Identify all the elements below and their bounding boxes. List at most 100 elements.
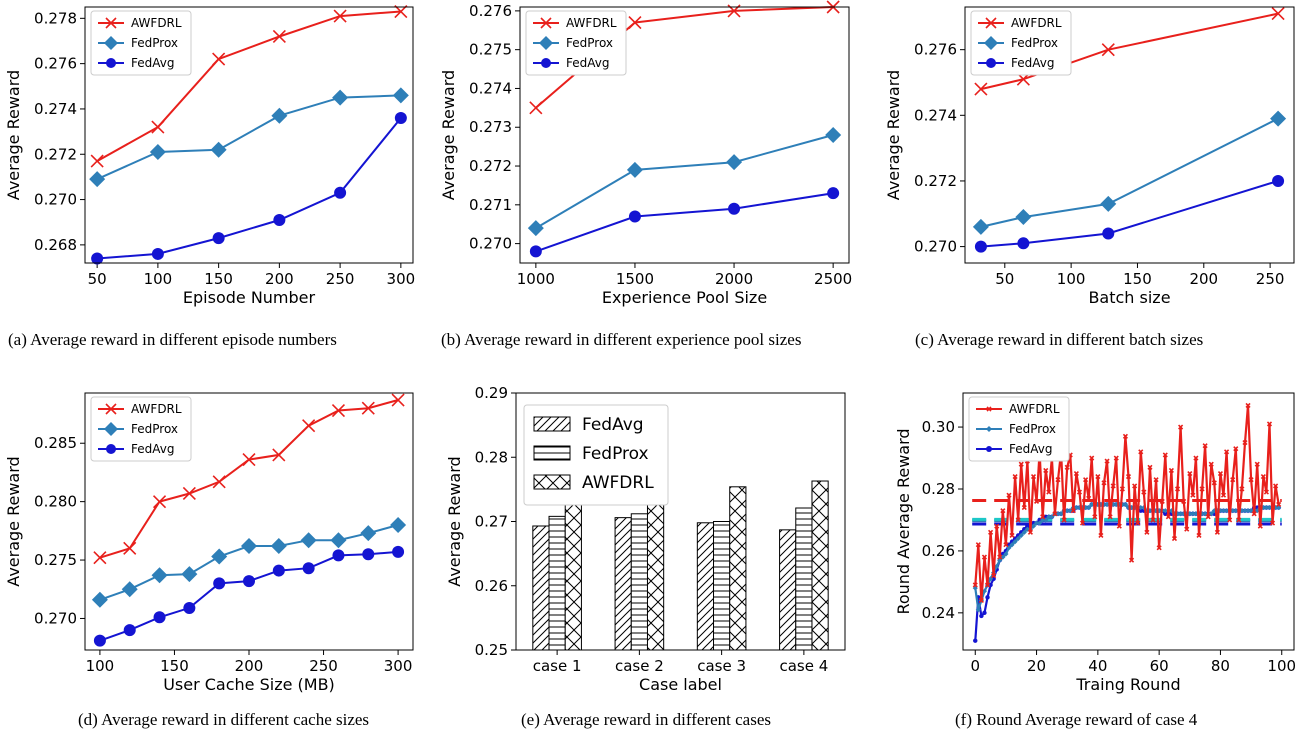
legend-label: FedAvg — [131, 442, 174, 456]
data-point-awfdrl — [1224, 449, 1230, 455]
series-line-fedavg — [980, 179, 1279, 248]
data-point-awfdrl — [1003, 542, 1009, 548]
data-point-fedprox — [1119, 501, 1125, 508]
x-axis-label: Batch size — [1088, 288, 1170, 307]
x-axis-label: User Cache Size (MB) — [163, 675, 335, 694]
data-point-awfdrl — [1245, 402, 1251, 408]
data-point-awfdrl — [1009, 532, 1015, 538]
x-tick-label: 100 — [144, 270, 173, 288]
data-point-awfdrl — [994, 523, 1000, 529]
data-point-awfdrl — [1135, 520, 1141, 526]
data-point-fedprox — [1018, 532, 1024, 539]
data-point-fedprox — [726, 154, 743, 171]
data-point-awfdrl — [1033, 498, 1040, 504]
data-point-awfdrl — [1174, 486, 1181, 492]
data-point-awfdrl — [1187, 470, 1193, 477]
data-point-fedprox — [1220, 508, 1227, 514]
data-point-awfdrl — [1147, 464, 1153, 470]
legend-label: FedAvg — [566, 56, 609, 70]
x-tick-label: 300 — [387, 270, 416, 288]
legend-marker-fedavg — [106, 444, 116, 454]
data-point-awfdrl — [1046, 489, 1052, 495]
data-point-awfdrl — [272, 29, 286, 44]
data-point-awfdrl — [1076, 489, 1083, 495]
data-point-awfdrl — [1273, 483, 1279, 489]
y-tick-label: 0.274 — [914, 106, 957, 124]
data-point-fedprox — [1089, 501, 1095, 508]
data-point-awfdrl — [272, 448, 286, 462]
data-point-fedprox — [1049, 514, 1055, 520]
data-point-awfdrl — [1086, 495, 1092, 501]
data-point-fedavg — [394, 112, 407, 125]
x-tick-label: case 4 — [779, 657, 828, 675]
data-point-awfdrl — [1015, 517, 1021, 523]
data-point-awfdrl — [1171, 535, 1178, 542]
data-point-awfdrl — [1012, 474, 1018, 480]
y-tick-label: 0.270 — [34, 191, 77, 209]
data-point-fedprox — [1125, 504, 1132, 511]
data-point-awfdrl — [1083, 477, 1089, 483]
data-point-fedavg — [1272, 174, 1285, 187]
data-point-fedprox — [1273, 504, 1279, 511]
data-point-awfdrl — [331, 403, 346, 418]
plot-frame — [515, 392, 846, 651]
data-point-fedprox — [1033, 520, 1040, 526]
series-line-fedavg — [97, 117, 402, 260]
x-axis-label: Traing Round — [1075, 675, 1180, 694]
legend-label: AWFDRL — [1009, 402, 1060, 416]
series-line-fedprox — [535, 134, 834, 229]
bar-fedprox-4-hatch — [795, 507, 813, 651]
data-point-awfdrl — [1196, 532, 1202, 538]
data-point-awfdrl — [182, 486, 196, 501]
caption: (f) Round Average reward of case 4 — [955, 710, 1198, 729]
series-line-fedprox — [96, 94, 401, 181]
data-point-fedavg — [273, 213, 286, 226]
legend-marker-awfdrl — [105, 17, 117, 29]
data-point-fedprox — [972, 218, 989, 235]
bar-fedavg-1-hatch — [532, 525, 550, 651]
y-tick-label: 0.28 — [922, 480, 955, 498]
series-line-fedavg — [99, 550, 399, 642]
plot-frame — [962, 392, 1295, 651]
data-point-awfdrl — [1159, 498, 1165, 504]
data-point-awfdrl — [1239, 486, 1245, 492]
data-point-awfdrl — [1220, 492, 1227, 498]
data-point-fedavg — [183, 601, 196, 614]
data-point-awfdrl — [1110, 483, 1116, 489]
y-axis-label: Average Reward — [4, 456, 23, 586]
data-point-fedprox — [527, 220, 544, 237]
plot-frame — [84, 392, 414, 651]
data-point-fedprox — [1006, 545, 1012, 551]
data-point-awfdrl — [628, 15, 642, 30]
data-point-fedprox — [360, 525, 377, 542]
data-point-fedavg — [243, 575, 255, 588]
legend-label: AWFDRL — [131, 16, 182, 30]
data-point-fedprox — [1113, 501, 1119, 508]
data-point-awfdrl — [1122, 433, 1129, 439]
x-tick-label: 0 — [970, 657, 980, 675]
data-point-awfdrl — [302, 419, 316, 433]
chart-panel-d: 100 150 200 250 300 0.270 0.275 0.280 0.285 User … — [4, 392, 414, 729]
data-point-fedavg — [212, 232, 225, 245]
data-point-awfdrl — [1217, 470, 1224, 477]
data-point-awfdrl — [1214, 529, 1220, 535]
legend-marker-fedavg — [986, 58, 996, 68]
y-tick-label: 0.275 — [34, 551, 77, 569]
plot-frame — [519, 6, 850, 264]
data-point-fedavg — [302, 562, 315, 575]
series-line-awfdrl — [974, 405, 1280, 601]
y-axis-label: Average Reward — [439, 70, 458, 200]
data-point-fedavg — [628, 210, 641, 223]
legend-label: FedProx — [131, 422, 178, 436]
data-point-awfdrl — [1162, 452, 1168, 458]
x-tick-label: 2000 — [715, 270, 753, 288]
data-point-awfdrl — [152, 495, 167, 509]
data-point-awfdrl — [1263, 489, 1269, 495]
data-point-fedprox — [997, 557, 1003, 563]
legend-label: FedProx — [131, 36, 178, 50]
data-point-fedavg — [151, 247, 164, 260]
plot-frame — [84, 6, 414, 264]
data-point-fedprox — [1202, 511, 1208, 517]
x-tick-label: 2500 — [814, 270, 852, 288]
data-point-fedavg — [529, 245, 542, 258]
